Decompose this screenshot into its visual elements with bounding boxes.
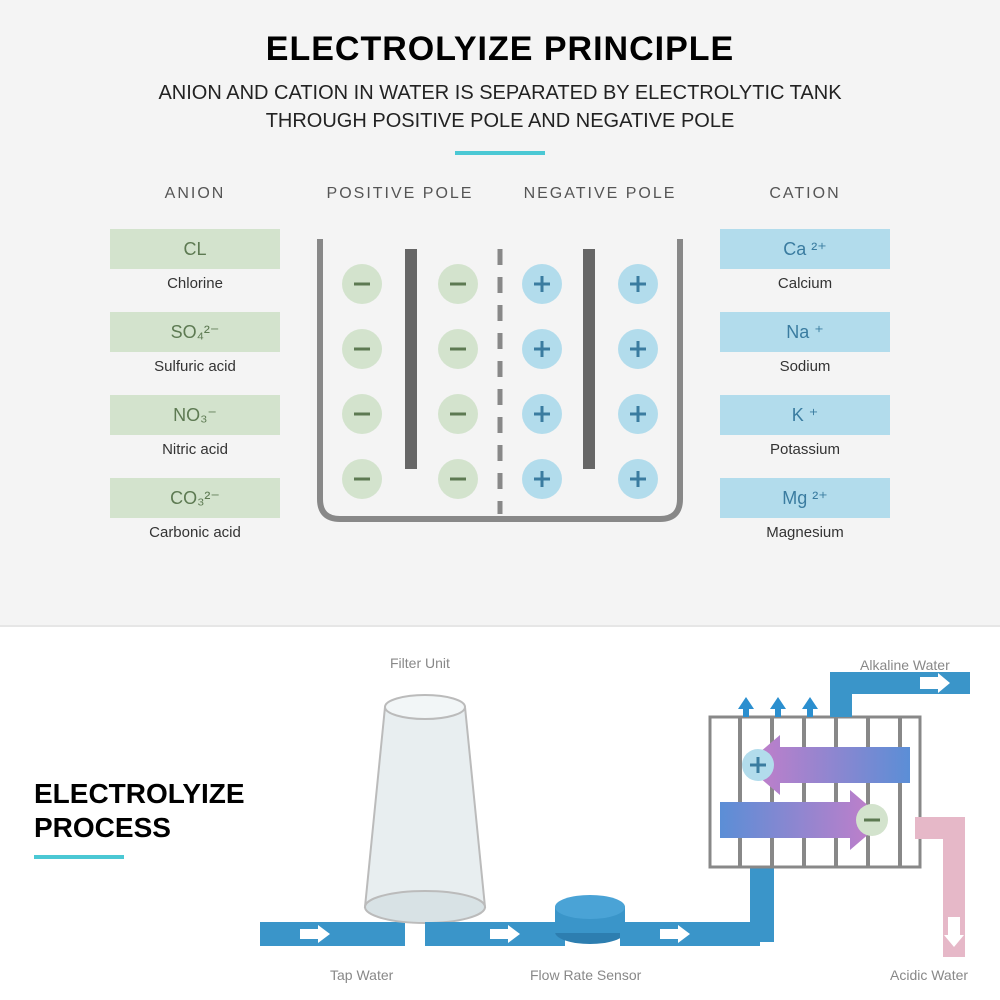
accent-divider <box>455 151 545 155</box>
tank-diagram: POSITIVE POLE NEGATIVE POLE <box>300 185 700 529</box>
flow-rate-sensor-label: Flow Rate Sensor <box>530 967 641 983</box>
principle-body: ANION CL Chlorine SO₄²⁻ Sulfuric acid NO… <box>0 185 1000 561</box>
cation-box: Ca ²⁺ <box>720 229 890 269</box>
acidic-water-label: Acidic Water <box>890 967 968 983</box>
anion-header: ANION <box>110 185 280 209</box>
anion-label: Sulfuric acid <box>110 358 280 375</box>
process-title: ELECTROLYIZEPROCESS <box>34 777 245 844</box>
anion-label: Chlorine <box>110 275 280 292</box>
cation-box: K ⁺ <box>720 395 890 435</box>
principle-title: ELECTROLYIZE PRINCIPLE <box>0 30 1000 69</box>
anion-label: Carbonic acid <box>110 524 280 541</box>
anion-box: CO₃²⁻ <box>110 478 280 518</box>
filter-unit-label: Filter Unit <box>390 655 450 671</box>
cation-label: Magnesium <box>720 524 890 541</box>
principle-panel: ELECTROLYIZE PRINCIPLE ANION AND CATION … <box>0 0 1000 625</box>
process-diagram-icon <box>260 647 980 997</box>
tap-water-label: Tap Water <box>330 967 393 983</box>
electrolytic-tank-icon <box>300 229 700 529</box>
cation-label: Calcium <box>720 275 890 292</box>
anion-column: ANION CL Chlorine SO₄²⁻ Sulfuric acid NO… <box>110 185 280 561</box>
cation-column: CATION Ca ²⁺ Calcium Na ⁺ Sodium K ⁺ Pot… <box>720 185 890 561</box>
anion-box: SO₄²⁻ <box>110 312 280 352</box>
anion-box: NO₃⁻ <box>110 395 280 435</box>
cation-label: Sodium <box>720 358 890 375</box>
cation-label: Potassium <box>720 441 890 458</box>
cation-box: Mg ²⁺ <box>720 478 890 518</box>
accent-divider <box>34 855 124 859</box>
principle-subtitle: ANION AND CATION IN WATER IS SEPARATED B… <box>0 79 1000 135</box>
alkaline-water-label: Alkaline Water <box>860 657 950 673</box>
cation-box: Na ⁺ <box>720 312 890 352</box>
process-panel: ELECTROLYIZEPROCESS <box>0 625 1000 1000</box>
anion-box: CL <box>110 229 280 269</box>
negative-pole-header: NEGATIVE POLE <box>500 185 700 209</box>
positive-pole-header: POSITIVE POLE <box>300 185 500 209</box>
anion-label: Nitric acid <box>110 441 280 458</box>
cation-header: CATION <box>720 185 890 209</box>
